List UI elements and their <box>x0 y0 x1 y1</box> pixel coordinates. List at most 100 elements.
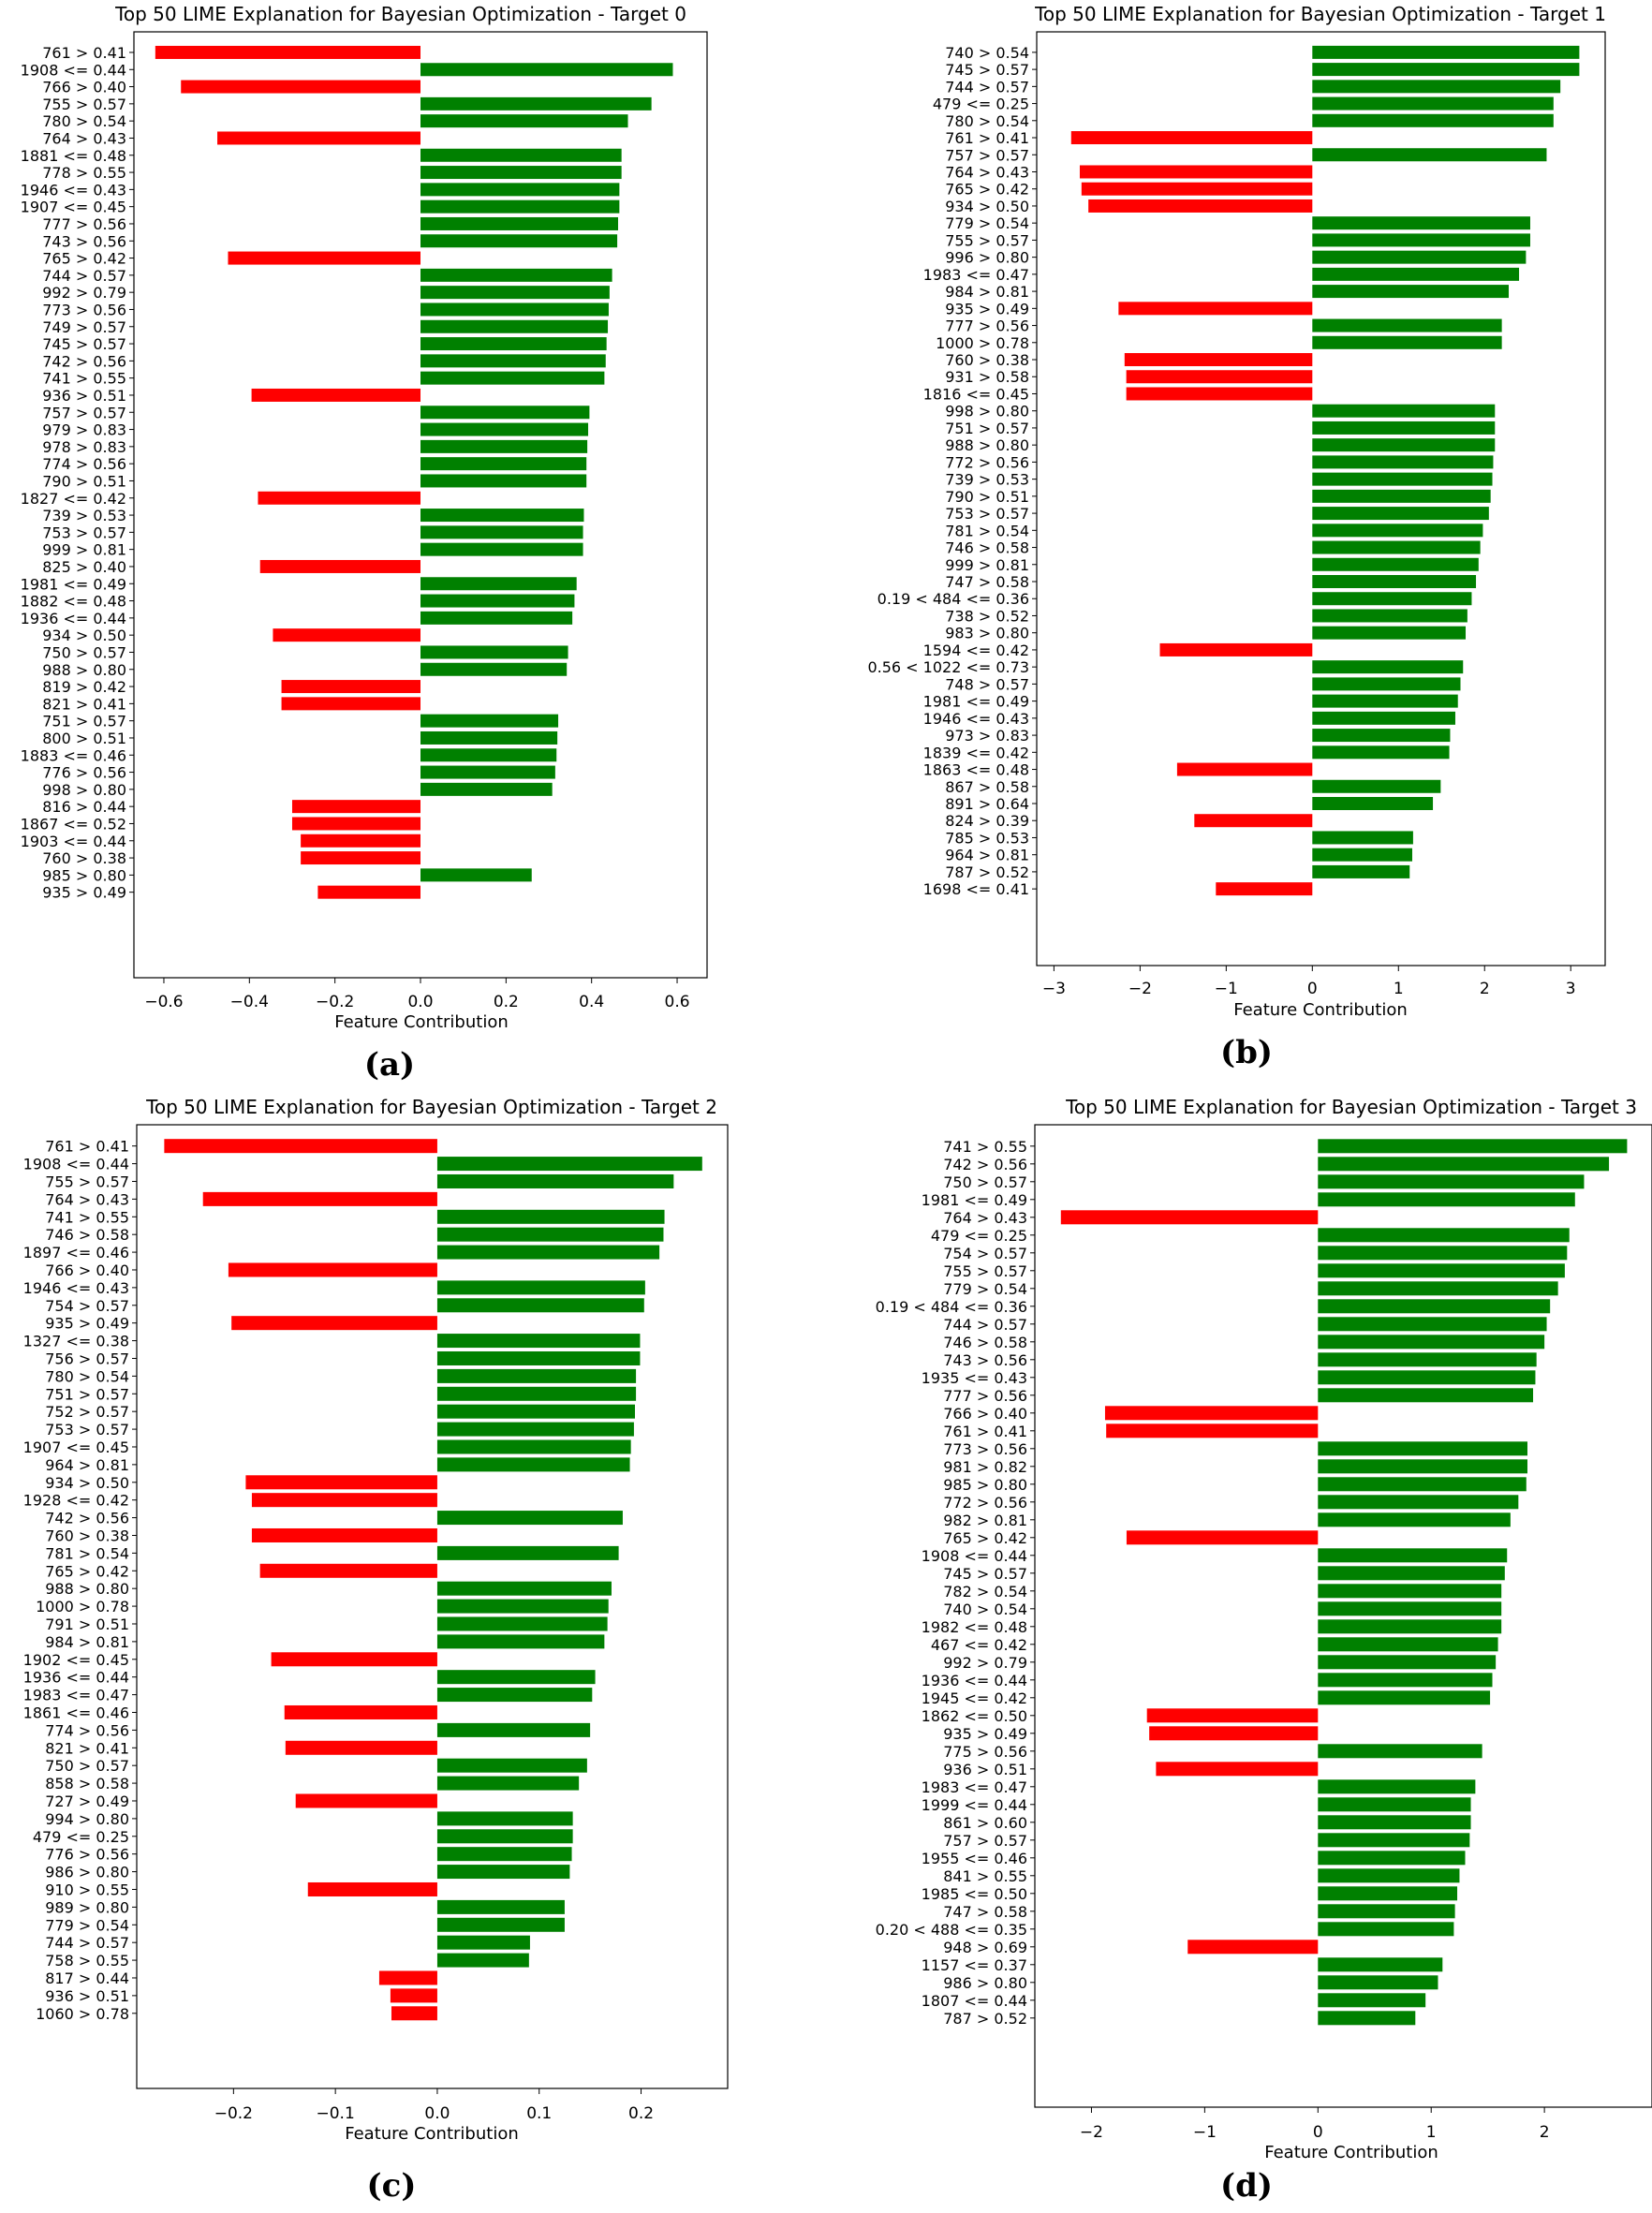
bar <box>390 1988 437 2003</box>
category-label: 467 <= 0.42 <box>931 1636 1027 1654</box>
category-label: 778 > 0.55 <box>42 164 126 182</box>
bar <box>1312 250 1527 264</box>
category-label: 790 > 0.51 <box>945 488 1029 506</box>
bar <box>391 2006 437 2021</box>
x-tick-label: 3 <box>1566 980 1576 998</box>
bar <box>436 1581 612 1596</box>
category-label: 744 > 0.57 <box>45 1934 129 1952</box>
bar <box>1318 1299 1551 1314</box>
bar <box>285 1740 437 1755</box>
category-label: 0.56 < 1022 <= 0.73 <box>867 658 1029 676</box>
bar <box>1312 575 1477 589</box>
category-label: 936 > 0.51 <box>42 387 126 405</box>
category-label: 775 > 0.56 <box>943 1743 1027 1761</box>
chart-panel-3: Top 50 LIME Explanation for Bayesian Opt… <box>876 1096 1652 2205</box>
category-label: 743 > 0.56 <box>42 232 126 250</box>
category-label: 741 > 0.55 <box>943 1138 1027 1156</box>
bar <box>1126 370 1313 384</box>
category-label: 755 > 0.57 <box>945 231 1029 249</box>
category-label: 825 > 0.40 <box>42 558 126 576</box>
bar <box>1149 1726 1319 1741</box>
category-label: 748 > 0.57 <box>945 675 1029 693</box>
bar <box>436 1917 565 1932</box>
category-label: 1881 <= 0.48 <box>21 147 126 165</box>
bar <box>420 645 568 659</box>
category-label: 764 > 0.43 <box>45 1190 129 1208</box>
category-label: 934 > 0.50 <box>42 627 126 644</box>
category-label: 1000 > 0.78 <box>36 1598 129 1615</box>
category-label: 747 > 0.58 <box>945 573 1029 591</box>
category-label: 1157 <= 0.37 <box>922 1956 1027 1974</box>
bar <box>436 1157 702 1172</box>
category-label: 758 > 0.55 <box>45 1952 129 1970</box>
category-label: 985 > 0.80 <box>943 1476 1027 1494</box>
category-label: 776 > 0.56 <box>42 764 126 782</box>
bar <box>271 1652 437 1667</box>
bar <box>273 628 420 642</box>
category-label: 742 > 0.56 <box>45 1510 129 1527</box>
category-label: 1883 <= 0.46 <box>21 746 126 764</box>
category-label: 761 > 0.41 <box>45 1138 129 1156</box>
bar <box>1312 745 1450 760</box>
category-label: 998 > 0.80 <box>945 403 1029 420</box>
bar <box>420 577 577 591</box>
x-tick-label: −0.4 <box>230 993 269 1011</box>
category-label: 979 > 0.83 <box>42 421 126 439</box>
bar <box>1318 1868 1460 1883</box>
bar <box>231 1316 437 1331</box>
bar <box>1312 113 1554 127</box>
category-label: 824 > 0.39 <box>945 812 1029 830</box>
bar <box>1312 677 1461 691</box>
category-label: 741 > 0.55 <box>45 1208 129 1226</box>
bar <box>436 1758 587 1773</box>
bar <box>251 1493 437 1508</box>
bar <box>420 216 619 230</box>
bar <box>1312 335 1502 349</box>
category-label: 1867 <= 0.52 <box>21 815 126 833</box>
category-label: 766 > 0.40 <box>42 79 126 96</box>
bar <box>1312 216 1530 230</box>
bar <box>1312 148 1547 162</box>
bar <box>281 697 420 711</box>
category-label: 755 > 0.57 <box>45 1173 129 1190</box>
x-tick-label: −3 <box>1042 980 1066 998</box>
category-label: 777 > 0.56 <box>943 1387 1027 1405</box>
category-label: 753 > 0.57 <box>45 1421 129 1438</box>
bar <box>1318 1317 1547 1332</box>
category-label: 986 > 0.80 <box>943 1974 1027 1992</box>
bar <box>1312 80 1561 94</box>
category-label: 999 > 0.81 <box>42 541 126 559</box>
bar <box>436 1422 634 1437</box>
chart-panel-0: Top 50 LIME Explanation for Bayesian Opt… <box>21 3 708 1084</box>
bar <box>1118 302 1313 316</box>
category-label: 755 > 0.57 <box>42 96 126 113</box>
bar <box>1060 1210 1319 1225</box>
bar <box>1312 609 1468 623</box>
bar <box>1159 642 1313 657</box>
category-label: 1861 <= 0.46 <box>23 1704 129 1721</box>
bar <box>1318 1157 1610 1172</box>
bar <box>1312 557 1479 571</box>
category-label: 752 > 0.57 <box>45 1403 129 1421</box>
category-label: 744 > 0.57 <box>42 267 126 285</box>
x-tick-label: −1 <box>1215 980 1238 998</box>
bar <box>436 1811 573 1826</box>
category-label: 787 > 0.52 <box>943 2010 1027 2028</box>
category-label: 764 > 0.43 <box>42 129 126 147</box>
panel-label: (c) <box>367 2167 417 2205</box>
x-tick-label: 0.2 <box>494 993 519 1011</box>
category-label: 745 > 0.57 <box>945 61 1029 79</box>
category-label: 751 > 0.57 <box>42 713 126 730</box>
x-tick-label: 0.1 <box>526 2104 552 2123</box>
x-tick-label: 2 <box>1480 980 1490 998</box>
x-tick-label: −0.2 <box>214 2104 253 2123</box>
bar <box>1318 1815 1471 1830</box>
category-label: 779 > 0.54 <box>943 1280 1027 1298</box>
bar <box>1318 1335 1545 1350</box>
x-tick-label: −2 <box>1128 980 1152 998</box>
bar <box>420 96 652 111</box>
bar <box>1156 1762 1319 1777</box>
bar <box>1312 864 1410 878</box>
plot-frame <box>1034 1124 1652 2108</box>
category-label: 996 > 0.80 <box>945 249 1029 267</box>
